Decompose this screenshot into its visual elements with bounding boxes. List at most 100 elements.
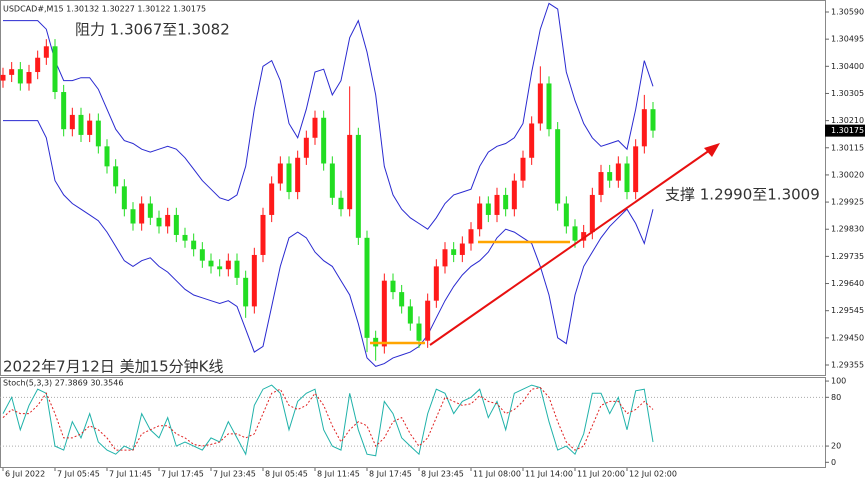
candle-body [598, 172, 604, 195]
candle-body [633, 146, 639, 193]
y-tick-label: 1.29830 [831, 225, 864, 234]
trend-line [429, 149, 711, 346]
y-tick-label: 100 [831, 377, 846, 386]
candle-body [355, 134, 361, 238]
candle-body [165, 214, 171, 227]
candle-body [43, 46, 49, 58]
y-tick-label: 80 [831, 393, 841, 402]
x-tick-label: 7 Jul 17:45 [161, 470, 204, 479]
candle-body [442, 249, 448, 267]
candle-body [381, 280, 387, 347]
price-frame [0, 0, 826, 376]
candle-body [139, 203, 145, 224]
candle-body [52, 46, 58, 93]
candle-body [69, 114, 75, 130]
x-tick-label: 12 Jul 02:00 [629, 470, 677, 479]
x-tick-label: 11 Jul 20:00 [577, 470, 625, 479]
candle-body [390, 280, 396, 293]
y-tick-label: 1.30400 [831, 62, 864, 71]
candle-body [121, 186, 127, 210]
y-tick-label: 1.30115 [831, 143, 864, 152]
candle-body [199, 249, 205, 261]
candle-body [364, 237, 370, 338]
candle-body [61, 92, 67, 130]
y-tick-label: 1.30305 [831, 89, 864, 98]
candle-body [329, 163, 335, 198]
candle-body [17, 69, 23, 84]
candle-body [338, 197, 344, 210]
annotation: 支撑 1.2990至1.3009 [665, 186, 820, 204]
candle-body [416, 323, 422, 341]
stoch-line [2, 384, 654, 457]
candle-body [269, 183, 275, 215]
candle-body [615, 163, 621, 181]
candle-body [182, 234, 188, 241]
candle-body [459, 243, 465, 255]
candle-body [78, 114, 84, 135]
candle-body [217, 266, 223, 270]
candle-body [451, 249, 457, 255]
candle-body [407, 306, 413, 324]
candle-body [147, 203, 153, 218]
candle-body [208, 260, 214, 267]
candle-body [26, 72, 32, 84]
candle-body [607, 172, 613, 181]
candle-body [347, 134, 353, 210]
y-tick-label: 1.29545 [831, 306, 864, 315]
upper-band [3, 2, 654, 230]
candle-body [234, 260, 240, 278]
candle-body [650, 109, 656, 131]
candle-body [251, 254, 257, 307]
x-tick-label: 11 Jul 08:00 [473, 470, 521, 479]
candle-body [9, 69, 15, 75]
annotation: 阻力 1.3067至1.3082 [75, 21, 230, 39]
lower-band [3, 120, 654, 367]
candle-body [511, 180, 517, 210]
candle-body [321, 117, 327, 164]
candle-body [35, 57, 41, 73]
x-tick-label: 8 Jul 11:45 [317, 470, 360, 479]
candle-body [260, 214, 266, 255]
candle-body [0, 74, 6, 81]
candle-body [433, 266, 439, 301]
x-tick-label: 6 Jul 2022 [5, 470, 45, 479]
candle-body [130, 209, 136, 224]
x-tick-label: 7 Jul 05:45 [57, 470, 100, 479]
y-tick-label: 1.29450 [831, 333, 864, 342]
candle-body [243, 277, 249, 307]
candle-body [425, 300, 431, 341]
candle-body [589, 194, 595, 233]
candle-body [191, 240, 197, 250]
y-tick-label: 1.30590 [831, 8, 864, 17]
candle-body [312, 117, 318, 138]
candle-body [225, 260, 231, 270]
stoch-frame [0, 377, 826, 468]
stoch-title: Stoch(5,3,3) 27.3869 30.3546 [3, 379, 123, 388]
candle-body [555, 129, 561, 204]
chart-title: USDCAD#,M15 1.30132 1.30227 1.30122 1.30… [3, 5, 206, 14]
candle-body [641, 109, 647, 147]
y-tick-label: 0 [831, 458, 836, 467]
y-tick-label: 1.30210 [831, 116, 864, 125]
y-tick-label: 1.30495 [831, 35, 864, 44]
candle-body [295, 157, 301, 193]
x-tick-label: 11 Jul 14:00 [525, 470, 573, 479]
x-tick-label: 7 Jul 11:45 [109, 470, 152, 479]
candle-body [563, 203, 569, 227]
y-tick-label: 1.29735 [831, 252, 864, 261]
candle-body [113, 166, 119, 187]
candle-body [95, 120, 101, 147]
candle-body [173, 214, 179, 235]
y-tick-label: 1.29925 [831, 198, 864, 207]
candle-body [581, 232, 587, 241]
candle-body [468, 229, 474, 244]
candle-body [87, 120, 93, 135]
candle-body [494, 194, 500, 215]
y-tick-label: 1.30020 [831, 170, 864, 179]
x-tick-label: 8 Jul 05:45 [265, 470, 308, 479]
candle-body [303, 137, 309, 158]
candle-body [485, 203, 491, 215]
